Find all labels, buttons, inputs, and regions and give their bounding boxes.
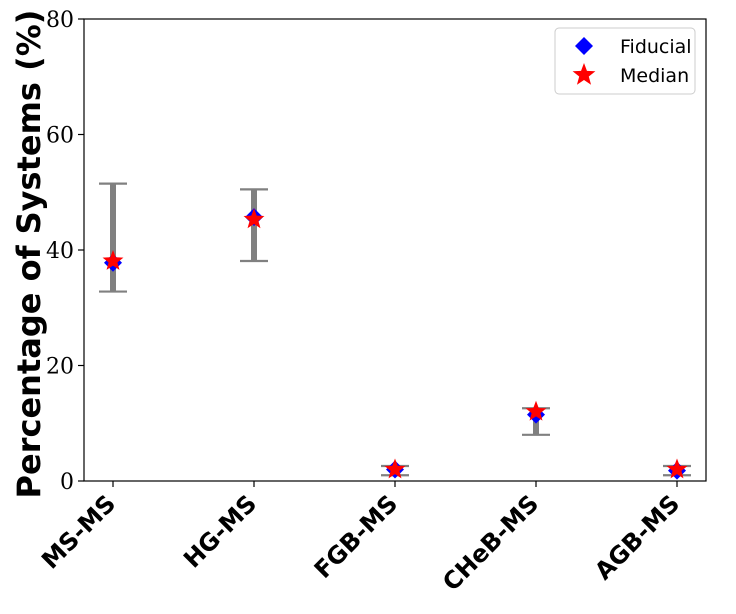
markers-layer	[102, 208, 688, 480]
y-tick-label: 80	[46, 8, 74, 33]
legend-label: Median	[620, 65, 689, 87]
legend-star-icon	[572, 63, 596, 85]
x-tick-label: FGB-MS	[309, 489, 403, 583]
x-ticks: MS-MS HG-MS FGB-MS CHeB-MS AGB-MS	[36, 481, 685, 597]
median-point	[384, 458, 406, 479]
y-ticks: 0 20 40 60 80	[46, 8, 84, 495]
legend-diamond-icon	[575, 37, 593, 55]
median-point	[666, 458, 688, 479]
y-tick-label: 20	[46, 355, 74, 380]
errorbars-layer	[99, 182, 691, 477]
x-tick-label: HG-MS	[178, 489, 262, 573]
median-point	[525, 400, 547, 421]
median-point	[102, 249, 124, 270]
legend: Fiducial Median	[554, 27, 696, 95]
x-tick-label: MS-MS	[36, 489, 121, 574]
median-point	[243, 208, 265, 229]
legend-entries: Fiducial Median	[572, 36, 692, 87]
x-tick-label: AGB-MS	[589, 489, 685, 585]
legend-label: Fiducial	[620, 36, 692, 58]
y-tick-label: 60	[46, 124, 74, 149]
y-tick-label: 40	[46, 239, 74, 264]
y-axis-label: Percentage of Systems (%)	[10, 10, 48, 499]
y-tick-label: 0	[60, 470, 74, 495]
x-tick-label: CHeB-MS	[437, 489, 544, 596]
